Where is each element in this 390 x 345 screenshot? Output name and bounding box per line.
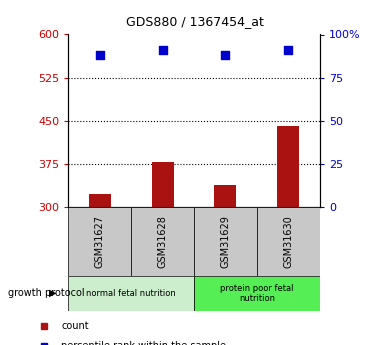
FancyBboxPatch shape	[68, 207, 131, 276]
FancyBboxPatch shape	[131, 207, 194, 276]
Text: GSM31629: GSM31629	[220, 215, 230, 268]
Text: count: count	[61, 321, 89, 331]
Bar	[215, 185, 236, 207]
Text: GSM31630: GSM31630	[284, 215, 293, 268]
Text: GDS880 / 1367454_at: GDS880 / 1367454_at	[126, 16, 264, 29]
Text: growth protocol: growth protocol	[8, 288, 84, 298]
Point	[160, 47, 166, 53]
Text: percentile rank within the sample: percentile rank within the sample	[61, 341, 226, 345]
Bar	[152, 162, 174, 207]
Text: protein poor fetal
nutrition: protein poor fetal nutrition	[220, 284, 294, 303]
FancyBboxPatch shape	[194, 207, 257, 276]
Bar	[277, 127, 300, 207]
Point	[97, 52, 103, 58]
Text: GSM31627: GSM31627	[95, 215, 105, 268]
Point	[222, 52, 229, 58]
FancyBboxPatch shape	[194, 276, 320, 310]
Point	[285, 47, 291, 53]
FancyBboxPatch shape	[257, 207, 320, 276]
Text: ▶: ▶	[49, 288, 57, 298]
Text: GSM31628: GSM31628	[158, 215, 168, 268]
Bar	[89, 194, 111, 207]
Text: normal fetal nutrition: normal fetal nutrition	[86, 289, 176, 298]
FancyBboxPatch shape	[68, 276, 194, 310]
